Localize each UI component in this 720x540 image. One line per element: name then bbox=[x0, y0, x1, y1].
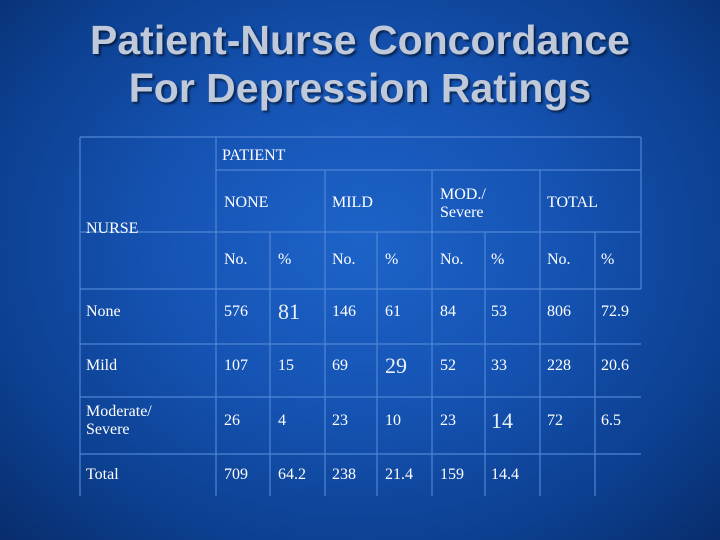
subheader-total-pct: % bbox=[601, 251, 615, 268]
slide-title: Patient-Nurse Concordance For Depression… bbox=[0, 16, 720, 112]
subheader-none-pct: % bbox=[278, 251, 292, 268]
table-cell: 64.2 bbox=[278, 466, 306, 483]
col-group-severe: Severe bbox=[440, 204, 484, 221]
table-cell: 14 bbox=[491, 408, 513, 433]
table-cell: 52 bbox=[440, 357, 456, 374]
table-cell: 61 bbox=[385, 303, 401, 320]
table-cell: 53 bbox=[491, 303, 507, 320]
subheader-mod-no: No. bbox=[440, 251, 464, 268]
col-group-mod: MOD./ bbox=[440, 186, 486, 203]
col-group-mild: MILD bbox=[332, 194, 373, 211]
table-cell: 6.5 bbox=[601, 412, 621, 429]
col-group-total: TOTAL bbox=[547, 194, 598, 211]
table-cell: 20.6 bbox=[601, 357, 629, 374]
table-cell: 159 bbox=[440, 466, 464, 483]
title-line-1: Patient-Nurse Concordance bbox=[90, 17, 630, 63]
table-cell: 14.4 bbox=[491, 466, 519, 483]
table-cell: 806 bbox=[547, 303, 571, 320]
table-cell: 33 bbox=[491, 357, 507, 374]
table-cell: 10 bbox=[385, 412, 401, 429]
title-line-2: For Depression Ratings bbox=[128, 65, 592, 111]
table-cell: 26 bbox=[224, 412, 240, 429]
nurse-header: NURSE bbox=[86, 220, 139, 237]
table-cell: 23 bbox=[440, 412, 456, 429]
row-label-none: None bbox=[86, 303, 121, 320]
row-label-total: Total bbox=[86, 466, 119, 483]
table-cell: 107 bbox=[224, 357, 248, 374]
table-cell: 576 bbox=[224, 303, 248, 320]
table-cell: 709 bbox=[224, 466, 248, 483]
subheader-mild-no: No. bbox=[332, 251, 356, 268]
subheader-mild-pct: % bbox=[385, 251, 399, 268]
table-cell: 72.9 bbox=[601, 303, 629, 320]
subheader-total-no: No. bbox=[547, 251, 571, 268]
table-cell: 4 bbox=[278, 412, 286, 429]
table-cell: 23 bbox=[332, 412, 348, 429]
row-label-severe: Severe bbox=[86, 421, 130, 438]
table-cell: 21.4 bbox=[385, 466, 413, 483]
col-group-none: NONE bbox=[224, 194, 269, 211]
subheader-mod-pct: % bbox=[491, 251, 505, 268]
table-cell: 29 bbox=[385, 353, 407, 378]
table-cell: 15 bbox=[278, 357, 294, 374]
table-cell: 81 bbox=[278, 299, 300, 324]
table-cell: 72 bbox=[547, 412, 563, 429]
row-label-mild: Mild bbox=[86, 357, 118, 374]
patient-header: PATIENT bbox=[222, 147, 286, 164]
table-cell: 228 bbox=[547, 357, 571, 374]
table-cell: 69 bbox=[332, 357, 348, 374]
subheader-none-no: No. bbox=[224, 251, 248, 268]
table-cell: 146 bbox=[332, 303, 356, 320]
row-label-moderate: Moderate/ bbox=[86, 403, 152, 420]
table-cell: 238 bbox=[332, 466, 356, 483]
table-cell: 84 bbox=[440, 303, 456, 320]
